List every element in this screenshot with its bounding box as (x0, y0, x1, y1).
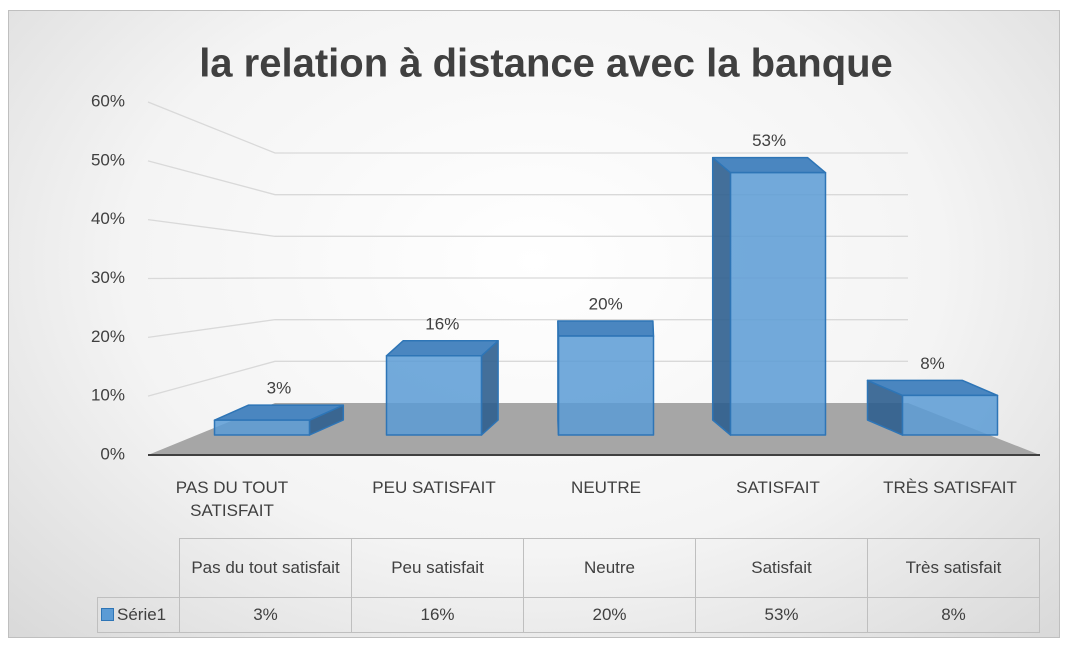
bar-side (480, 340, 499, 436)
x-tick-label: PEU SATISFAIT (372, 478, 496, 497)
bar-top (711, 156, 827, 174)
bar-top (557, 320, 655, 337)
table-value: 16% (351, 597, 524, 633)
grid-line (147, 319, 908, 338)
table-corner (97, 538, 180, 598)
grid-line (147, 219, 908, 237)
bar-front (557, 335, 655, 436)
y-tick-label: 0% (100, 444, 125, 463)
series-name: Série1 (117, 605, 167, 624)
y-tick-label: 50% (91, 150, 125, 169)
bar (866, 379, 999, 436)
x-tick-label: NEUTRE (571, 478, 641, 497)
bar (711, 156, 827, 436)
bar (557, 320, 655, 436)
y-tick-label: 30% (91, 268, 125, 287)
grid-line (147, 360, 908, 397)
y-tick-label: 60% (91, 91, 125, 110)
bar-front (729, 171, 827, 436)
grid-line (147, 101, 908, 154)
table-value: 20% (523, 597, 696, 633)
y-tick-label: 10% (91, 386, 125, 405)
table-value: 3% (179, 597, 352, 633)
bar-front (901, 394, 999, 436)
x-tick-label: PAS DU TOUT SATISFAIT (175, 478, 289, 520)
bar-top (385, 340, 499, 357)
bar (213, 404, 345, 436)
chart-frame (8, 10, 1060, 638)
grid-line (147, 160, 908, 196)
bar-front (213, 419, 311, 436)
bar-front (385, 355, 483, 436)
y-tick-label: 20% (91, 327, 125, 346)
table-header: Pas du tout satisfait (179, 538, 352, 598)
data-label: 53% (752, 131, 786, 150)
y-tick-label: 40% (91, 209, 125, 228)
x-tick-label: SATISFAIT (736, 478, 820, 497)
table-value: 8% (867, 597, 1040, 633)
series-key: Série1 (97, 597, 180, 633)
data-label: 20% (589, 294, 623, 313)
data-label: 8% (920, 354, 945, 373)
x-tick-label: TRÈS SATISFAIT (883, 478, 1017, 497)
table-header: Neutre (523, 538, 696, 598)
data-table: Pas du tout satisfait Peu satisfait Neutre… (97, 538, 1040, 633)
table-header: Très satisfait (867, 538, 1040, 598)
table-header: Satisfait (695, 538, 868, 598)
bar (385, 340, 499, 436)
data-label: 16% (425, 314, 459, 333)
data-label: 3% (267, 379, 292, 398)
grid-line (147, 277, 908, 280)
bar-side (711, 156, 732, 436)
chart-title: la relation à distance avec la banque (199, 42, 893, 86)
table-header: Peu satisfait (351, 538, 524, 598)
table-value: 53% (695, 597, 868, 633)
legend-swatch (101, 608, 114, 621)
